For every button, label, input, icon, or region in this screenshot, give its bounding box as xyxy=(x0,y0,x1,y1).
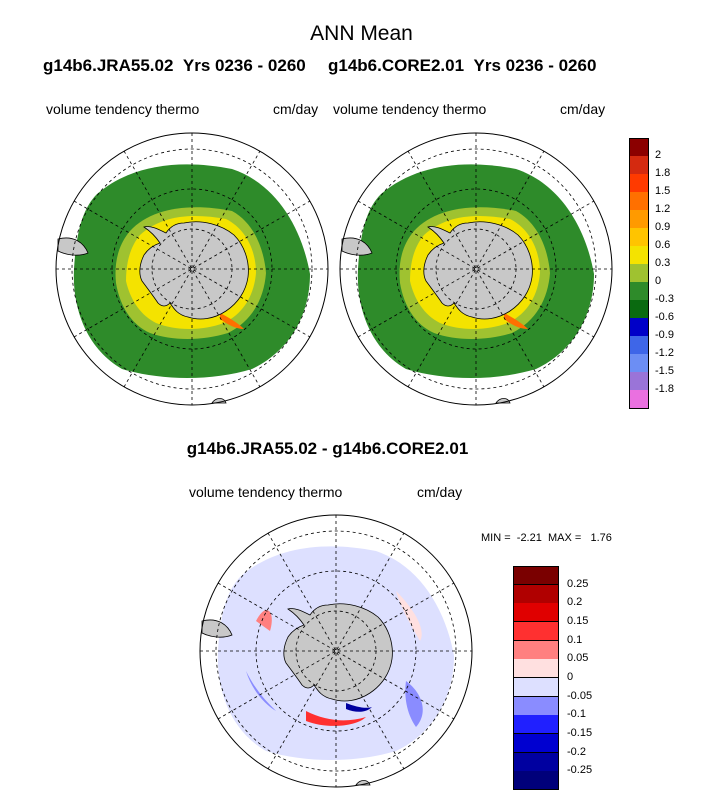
map-diff-red-patch-2 xyxy=(396,591,422,641)
diff-swatch-2 xyxy=(513,603,559,623)
main-tick-label-10: -0.9 xyxy=(655,329,674,341)
diff-swatch-10 xyxy=(513,752,559,772)
main-swatch-11 xyxy=(629,336,649,355)
main-swatch-7 xyxy=(629,264,649,283)
diff-swatch-4 xyxy=(513,640,559,660)
map-diff-other-land xyxy=(201,619,371,786)
main-swatch-0 xyxy=(629,138,649,157)
diff-title: g14b6.JRA55.02 - g14b6.CORE2.01 xyxy=(186,439,469,458)
main-tick-label-6: 0.3 xyxy=(655,257,671,269)
main-swatch-12 xyxy=(629,354,649,373)
main-swatch-13 xyxy=(629,372,649,391)
main-swatch-6 xyxy=(629,246,649,265)
map-left-graticule xyxy=(56,133,328,405)
panel-left-years: Yrs 0236 - 0260 xyxy=(182,56,306,75)
diff-max-value: 1.76 xyxy=(590,532,612,544)
main-swatch-3 xyxy=(629,192,649,211)
diff-swatch-5 xyxy=(513,659,559,679)
main-swatch-2 xyxy=(629,174,649,193)
main-tick-label-5: 0.6 xyxy=(655,239,671,251)
map-right-graticule xyxy=(340,133,612,405)
diff-tick-label-10: -0.25 xyxy=(567,764,593,777)
main-tick-label-12: -1.5 xyxy=(655,365,674,377)
diff-stats: MIN = -2.21 MAX = 1.76 xyxy=(481,532,612,544)
diff-swatch-7 xyxy=(513,696,559,716)
main-tick-label-3: 1.2 xyxy=(655,203,671,215)
map-diff-blue-patch-2 xyxy=(405,681,423,727)
panel-left-variable: volume tendency thermo xyxy=(46,101,200,117)
diff-tick-label-1: 0.2 xyxy=(567,596,583,609)
diff-tick-label-5: 0 xyxy=(567,671,574,683)
diff-tick-label-9: -0.2 xyxy=(567,745,586,758)
map-right xyxy=(339,132,613,406)
diff-tick-label-2: 0.15 xyxy=(567,615,589,627)
panel-right-units: cm/day xyxy=(560,101,606,117)
main-swatch-10 xyxy=(629,318,649,337)
map-left-orange-patch xyxy=(220,313,244,329)
main-swatch-1 xyxy=(629,156,649,175)
panel-left-units: cm/day xyxy=(273,101,319,117)
panel-right-run: g14b6.CORE2.01 xyxy=(328,56,465,75)
main-tick-label-8: -0.3 xyxy=(655,293,674,305)
map-left-border xyxy=(55,132,329,406)
diff-swatch-3 xyxy=(513,622,559,642)
main-tick-label-2: 1.5 xyxy=(655,185,671,197)
map-left xyxy=(55,132,329,406)
map-right-orange-patch xyxy=(504,313,528,329)
diff-swatch-0 xyxy=(513,566,559,586)
main-tick-label-13: -1.8 xyxy=(655,383,674,395)
diff-variable: volume tendency thermo xyxy=(189,484,343,500)
main-tick-label-1: 1.8 xyxy=(655,167,671,179)
diff-swatch-1 xyxy=(513,584,559,604)
main-tick-label-4: 0.9 xyxy=(655,221,671,233)
diff-tick-label-3: 0.1 xyxy=(567,633,583,646)
diff-tick-label-4: 0.05 xyxy=(567,652,589,665)
diff-tick-label-7: -0.1 xyxy=(567,708,586,721)
diff-min-value: -2.21 xyxy=(516,532,542,544)
main-swatch-5 xyxy=(629,228,649,247)
map-diff-border xyxy=(199,514,473,788)
panel-right-header: g14b6.CORE2.01 Yrs 0236 - 0260 xyxy=(328,56,596,76)
main-tick-label-9: -0.6 xyxy=(655,311,674,323)
map-diff-red-band xyxy=(306,711,366,726)
map-right-border xyxy=(339,132,613,406)
diff-tick-label-0: 0.25 xyxy=(567,577,589,590)
map-diff-dark-blue-patch xyxy=(346,703,372,712)
diff-min-label: MIN = xyxy=(481,532,511,544)
diff-tick-label-8: -0.15 xyxy=(567,727,593,739)
main-swatch-14 xyxy=(629,390,649,409)
panel-right-variable: volume tendency thermo xyxy=(333,101,487,117)
figure-title: ANN Mean xyxy=(310,22,413,45)
diff-swatch-11 xyxy=(513,771,559,791)
diff-swatch-6 xyxy=(513,678,559,698)
main-swatch-8 xyxy=(629,282,649,301)
map-diff-graticule xyxy=(200,515,472,787)
colorbar-main xyxy=(629,138,649,409)
panel-right-years: Yrs 0236 - 0260 xyxy=(473,56,597,75)
main-swatch-9 xyxy=(629,300,649,319)
diff-swatch-9 xyxy=(513,734,559,754)
diff-swatch-8 xyxy=(513,715,559,735)
panel-left-header: g14b6.JRA55.02 Yrs 0236 - 0260 xyxy=(43,56,306,76)
main-tick-label-11: -1.2 xyxy=(655,347,674,359)
diff-max-label: MAX = xyxy=(547,532,582,544)
panel-left-run: g14b6.JRA55.02 xyxy=(43,56,174,75)
map-diff-red-patch-1 xyxy=(256,610,272,631)
map-diff xyxy=(199,514,473,788)
colorbar-diff xyxy=(513,566,559,791)
main-tick-label-7: 0 xyxy=(655,275,662,287)
main-tick-label-0: 2 xyxy=(655,149,662,161)
diff-units: cm/day xyxy=(417,484,463,500)
main-swatch-4 xyxy=(629,210,649,229)
diff-tick-label-6: -0.05 xyxy=(567,689,593,702)
